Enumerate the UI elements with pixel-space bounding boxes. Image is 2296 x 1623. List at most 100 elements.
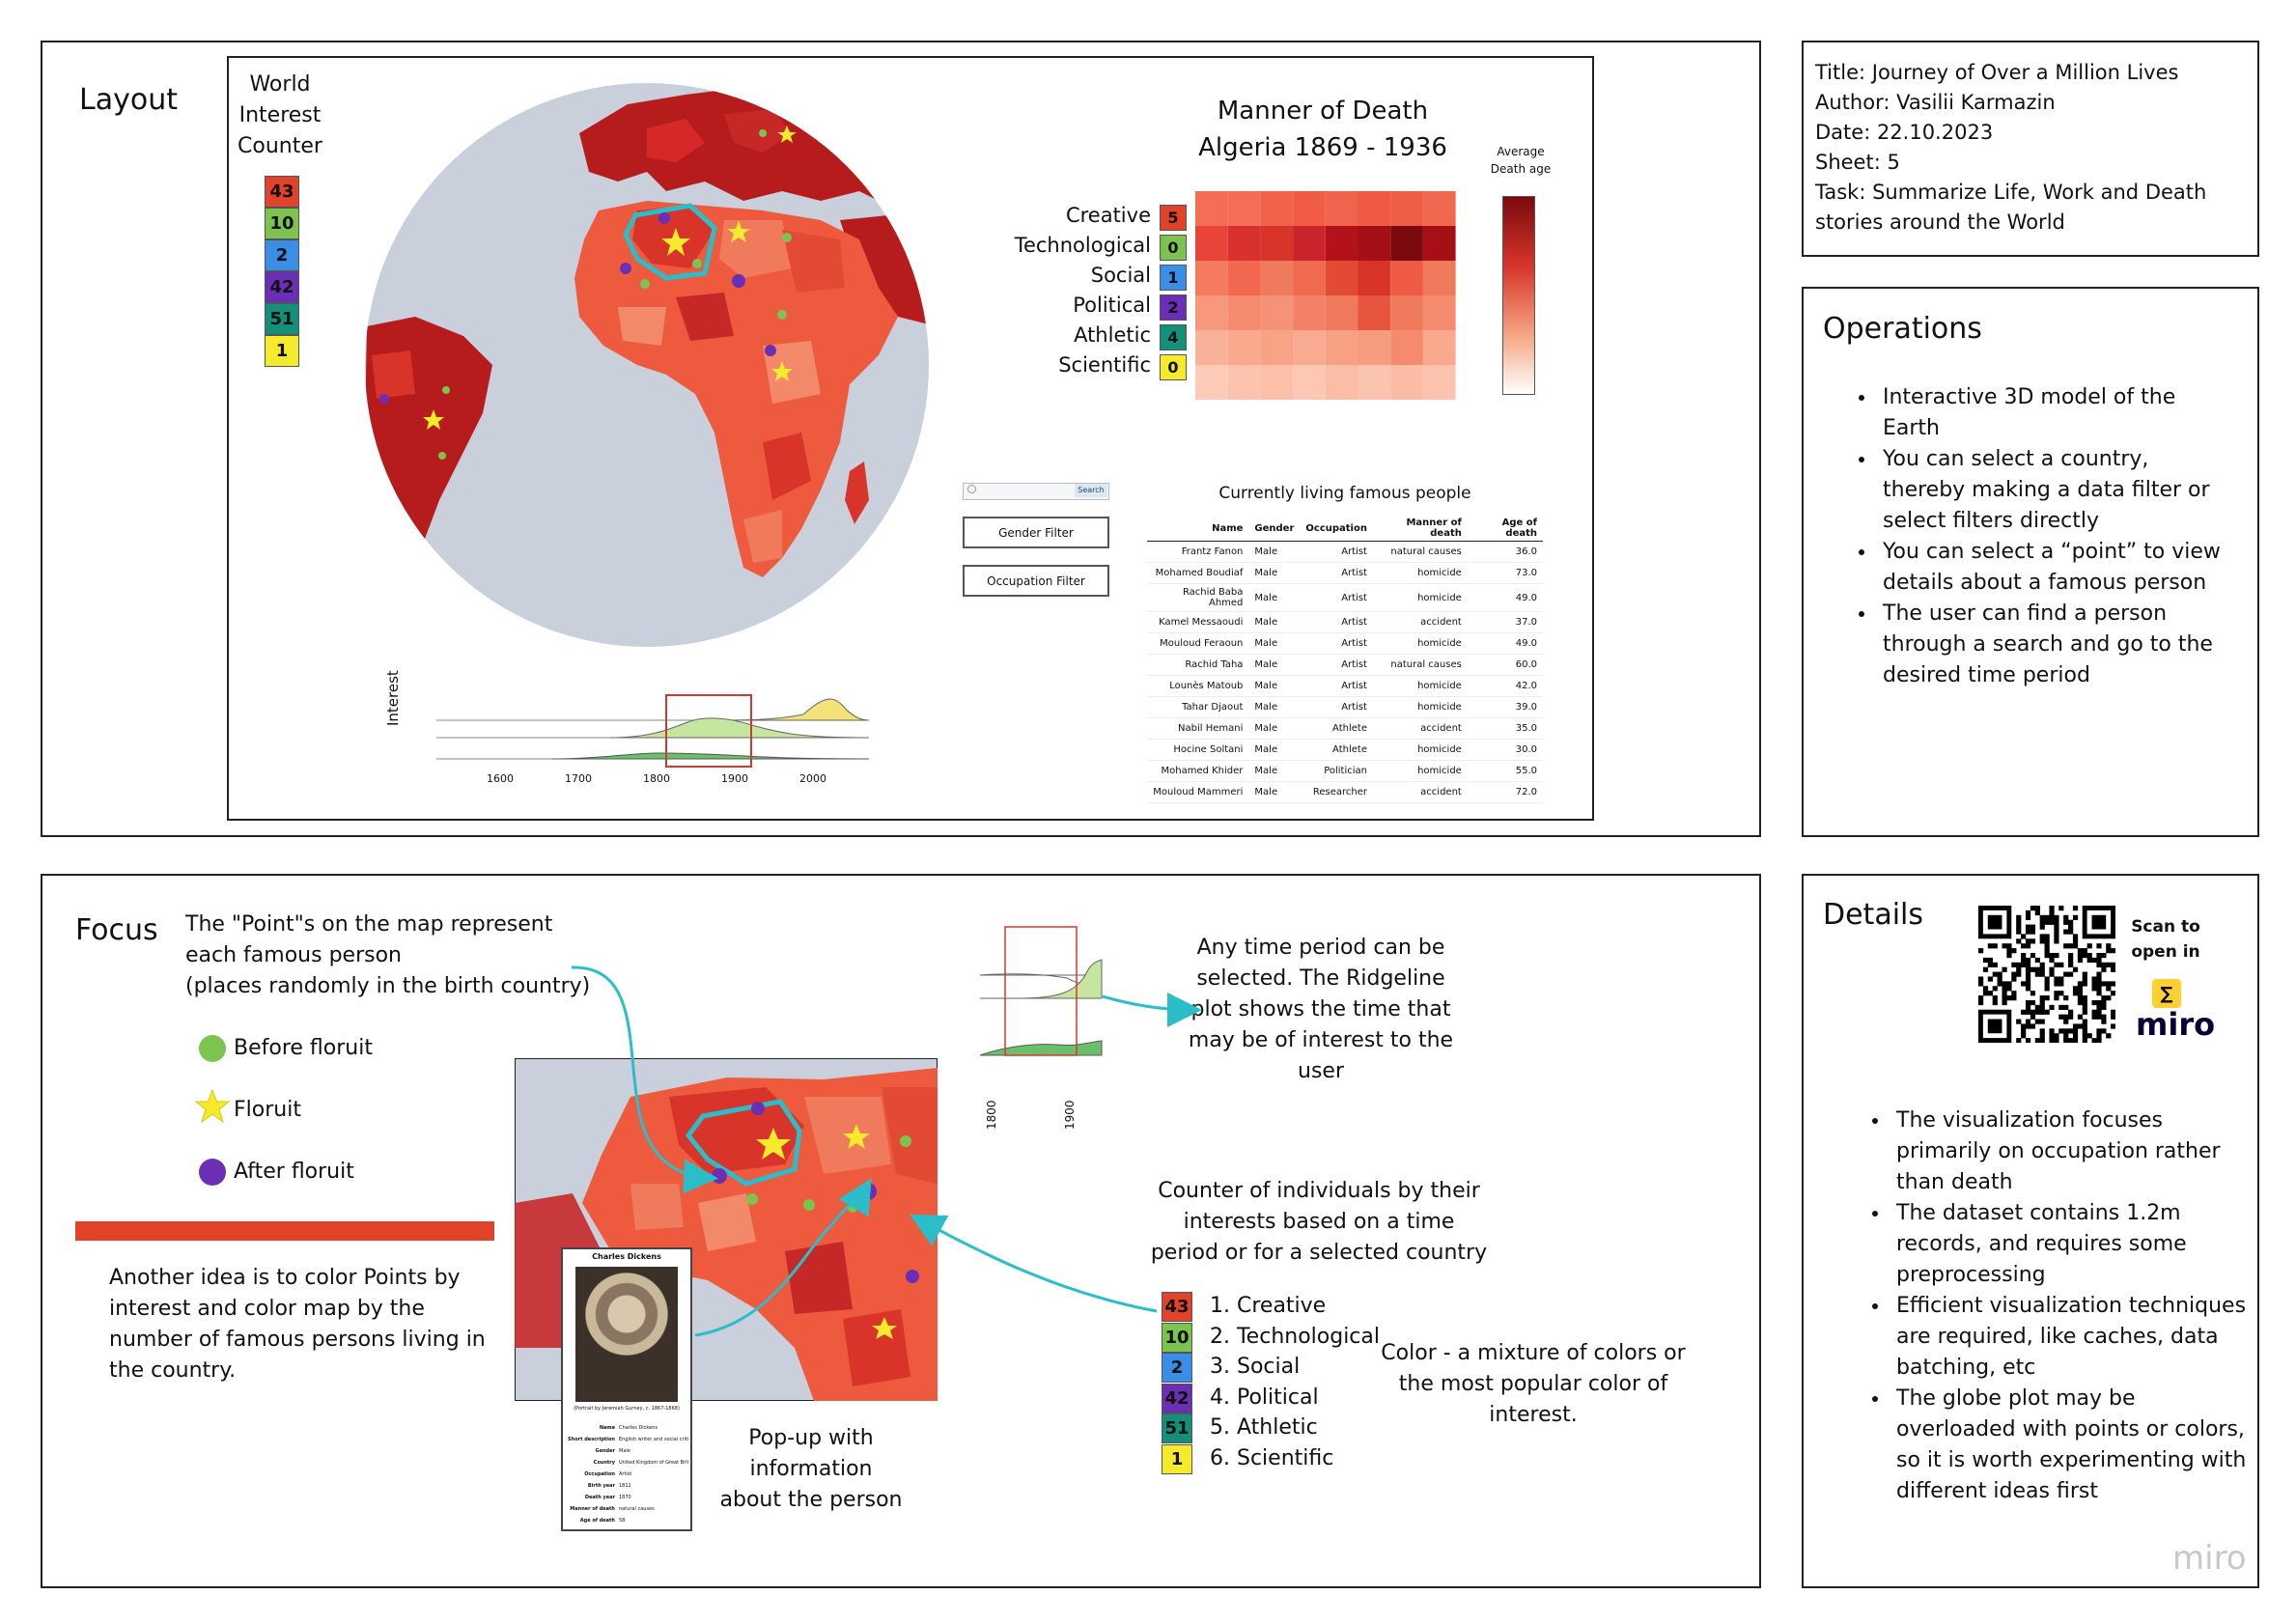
heatmap-cell[interactable] (1390, 191, 1423, 226)
heatmap-cell[interactable] (1325, 191, 1358, 226)
person-popup[interactable]: Charles Dickens (Portrait by Jeremiah Gu… (561, 1247, 692, 1531)
heatmap-cell[interactable] (1390, 330, 1423, 365)
table-row[interactable]: Hocine Soltani Male Athlete homicide 30.0 (1147, 739, 1543, 761)
after-floruit-point[interactable] (658, 212, 670, 224)
operations-title: Operations (1823, 312, 1982, 346)
heatmap-cell[interactable] (1293, 365, 1326, 400)
heatmap-cell[interactable] (1260, 191, 1294, 226)
gender-filter-button[interactable]: Gender Filter (963, 517, 1109, 548)
search-box[interactable] (963, 483, 1109, 500)
counter-badge-political: 42 (265, 271, 299, 303)
after-floruit-point[interactable] (765, 345, 776, 356)
heatmap-cell[interactable] (1390, 226, 1423, 261)
heatmap-cell[interactable] (1358, 365, 1391, 400)
table-row[interactable]: Frantz Fanon Male Artist natural causes 36.0 (1147, 541, 1543, 563)
table-header[interactable]: Gender (1248, 516, 1301, 542)
floruit-star[interactable] (661, 228, 690, 256)
ridge-detail-selection[interactable] (1004, 926, 1078, 1056)
heatmap-cell[interactable] (1358, 226, 1391, 261)
heatmap-cell[interactable] (1390, 261, 1423, 295)
heatmap-cell[interactable] (1293, 226, 1326, 261)
heatmap-cell[interactable] (1325, 261, 1358, 295)
heatmap-cell[interactable] (1293, 295, 1326, 330)
heatmap-cell[interactable] (1260, 365, 1294, 400)
globe-map[interactable] (357, 75, 937, 655)
heatmap-cell[interactable] (1293, 261, 1326, 295)
table-row[interactable]: Mohamed Khider Male Politician homicide 55.0 (1147, 760, 1543, 782)
heatmap-cell[interactable] (1422, 261, 1456, 295)
heatmap-cell[interactable] (1358, 261, 1391, 295)
ridge-time-selection[interactable] (665, 694, 752, 768)
table-row[interactable]: Nabil Hemani Male Athlete accident 35.0 (1147, 717, 1543, 740)
occupation-filter-button[interactable]: Occupation Filter (963, 565, 1109, 597)
before-floruit-point[interactable] (782, 233, 792, 242)
after-floruit-point[interactable] (732, 274, 745, 288)
africa-shape[interactable] (574, 201, 898, 577)
before-floruit-point[interactable] (759, 129, 767, 137)
heatmap-cell[interactable] (1422, 226, 1456, 261)
ridgeline-plot[interactable] (436, 687, 873, 774)
table-header[interactable]: Name (1147, 516, 1249, 542)
floruit-star[interactable] (777, 126, 797, 143)
heatmap-cell[interactable] (1358, 295, 1391, 330)
table-row[interactable]: Rachid Baba Ahmed Male Artist homicide 49.0 (1147, 583, 1543, 612)
death-heatmap[interactable] (1195, 191, 1456, 400)
after-floruit-point[interactable] (620, 263, 631, 274)
table-row[interactable]: Mouloud Mammeri Male Researcher accident 72.… (1147, 781, 1543, 803)
heatmap-cell[interactable] (1260, 261, 1294, 295)
table-header[interactable]: Manner of death (1372, 516, 1468, 542)
heatmap-cell[interactable] (1260, 330, 1294, 365)
ridgeline-detail[interactable] (980, 925, 1104, 1060)
heatmap-cell[interactable] (1195, 191, 1228, 226)
popup-field-label: Short description (568, 1437, 615, 1442)
floruit-star[interactable] (423, 409, 444, 430)
heatmap-cell[interactable] (1195, 226, 1228, 261)
heatmap-cell[interactable] (1227, 295, 1261, 330)
before-floruit-point[interactable] (692, 259, 702, 268)
heatmap-cell[interactable] (1390, 365, 1423, 400)
heatmap-cell[interactable] (1293, 191, 1326, 226)
heatmap-cell[interactable] (1325, 365, 1358, 400)
heatmap-cell[interactable] (1293, 330, 1326, 365)
table-row[interactable]: Lounès Matoub Male Artist homicide 42.0 (1147, 675, 1543, 697)
before-floruit-point[interactable] (640, 279, 650, 289)
table-row[interactable]: Rachid Taha Male Artist natural causes 60.0 (1147, 654, 1543, 676)
before-floruit-point[interactable] (442, 386, 450, 394)
heatmap-cell[interactable] (1195, 330, 1228, 365)
heatmap-cell[interactable] (1422, 295, 1456, 330)
person-points[interactable] (379, 126, 797, 460)
heatmap-cell[interactable] (1227, 365, 1261, 400)
heatmap-cell[interactable] (1227, 226, 1261, 261)
heatmap-cell[interactable] (1195, 261, 1228, 295)
table-row[interactable]: Kamel Messaoudi Male Artist accident 37.0 (1147, 611, 1543, 633)
heatmap-cell[interactable] (1325, 330, 1358, 365)
heatmap-cell[interactable] (1227, 261, 1261, 295)
table-row[interactable]: Mouloud Feraoun Male Artist homicide 49.0 (1147, 632, 1543, 655)
floruit-star[interactable] (771, 361, 793, 381)
table-row[interactable]: Mohamed Boudiaf Male Artist homicide 73.0 (1147, 562, 1543, 584)
heatmap-cell[interactable] (1325, 295, 1358, 330)
heatmap-cell[interactable] (1390, 295, 1423, 330)
heatmap-cell[interactable] (1358, 191, 1391, 226)
heatmap-cell[interactable] (1260, 226, 1294, 261)
heatmap-cell[interactable] (1195, 365, 1228, 400)
heatmap-cell[interactable] (1325, 226, 1358, 261)
table-header[interactable]: Occupation (1300, 516, 1373, 542)
heatmap-cell[interactable] (1195, 295, 1228, 330)
search-button[interactable]: Search (1075, 484, 1107, 497)
qr-code[interactable] (1978, 906, 2115, 1043)
before-floruit-point[interactable] (438, 452, 446, 460)
table-header[interactable]: Age of death (1467, 516, 1543, 542)
floruit-star[interactable] (727, 220, 750, 242)
selected-country-outline[interactable] (623, 203, 717, 281)
heatmap-cell[interactable] (1260, 295, 1294, 330)
heatmap-cell[interactable] (1227, 330, 1261, 365)
heatmap-cell[interactable] (1227, 191, 1261, 226)
heatmap-cell[interactable] (1358, 330, 1391, 365)
heatmap-cell[interactable] (1422, 330, 1456, 365)
table-row[interactable]: Tahar Djaout Male Artist homicide 39.0 (1147, 696, 1543, 718)
heatmap-cell[interactable] (1422, 191, 1456, 226)
after-floruit-point[interactable] (379, 394, 389, 404)
before-floruit-point[interactable] (777, 310, 787, 320)
heatmap-cell[interactable] (1422, 365, 1456, 400)
